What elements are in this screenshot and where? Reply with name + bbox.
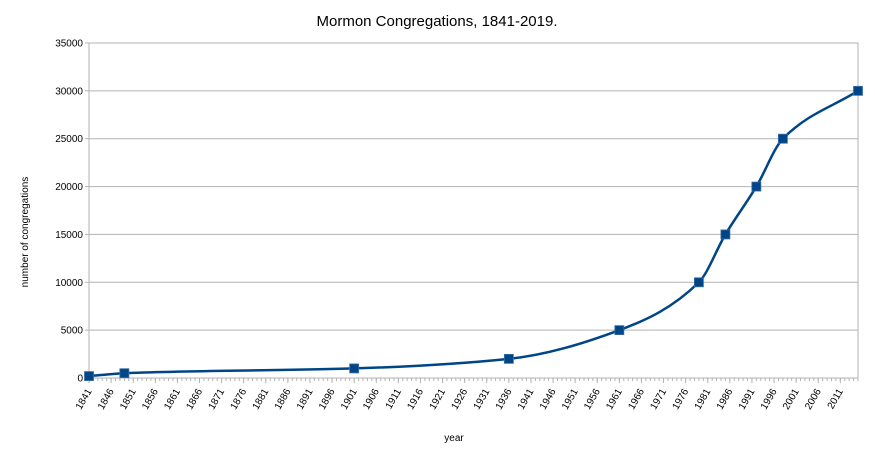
y-axis-title: number of congregations bbox=[20, 177, 31, 288]
data-point bbox=[119, 368, 130, 379]
x-tick-labels: 1841 1846 1851 1856 1861 1866 1871 1876 1881 1886… bbox=[74, 387, 846, 412]
gridlines bbox=[89, 42, 858, 331]
y-tick-labels: 0 5000 10000 15000 20000 25000 30000 35000 bbox=[55, 39, 83, 385]
x-tick-label: 1891 bbox=[295, 387, 316, 412]
x-tick-label: 2001 bbox=[781, 387, 802, 412]
series-layer bbox=[84, 85, 863, 381]
x-tick-label: 1856 bbox=[140, 387, 161, 412]
x-tick-label: 1991 bbox=[737, 387, 758, 412]
x-tick-label: 1931 bbox=[472, 387, 493, 412]
data-point bbox=[693, 277, 704, 288]
y-tick-label: 20000 bbox=[55, 182, 83, 193]
axes bbox=[85, 42, 859, 383]
x-tick-label: 1916 bbox=[405, 387, 426, 412]
x-tick-label: 1941 bbox=[516, 387, 537, 412]
y-tick-label: 15000 bbox=[55, 230, 83, 241]
data-point bbox=[777, 133, 788, 144]
y-tick-label: 35000 bbox=[55, 39, 83, 50]
y-tick-label: 30000 bbox=[55, 86, 83, 97]
x-tick-label: 1881 bbox=[251, 387, 272, 412]
x-tick-label: 1936 bbox=[494, 387, 515, 412]
x-tick-label: 1866 bbox=[184, 387, 205, 412]
x-tick-label: 1886 bbox=[273, 387, 294, 412]
y-tick-label: 25000 bbox=[55, 134, 83, 145]
chart-title: Mormon Congregations, 1841-2019. bbox=[317, 13, 558, 30]
x-tick-label: 1926 bbox=[450, 387, 471, 412]
x-tick-label: 1876 bbox=[229, 387, 250, 412]
x-tick-label: 1961 bbox=[604, 387, 625, 412]
x-tick-label: 1896 bbox=[317, 387, 338, 412]
x-tick-label: 1996 bbox=[759, 387, 780, 412]
x-tick-label: 1841 bbox=[74, 387, 95, 412]
data-point bbox=[503, 353, 514, 364]
y-tick-label: 5000 bbox=[61, 326, 84, 337]
data-point bbox=[614, 325, 625, 336]
data-point bbox=[751, 181, 762, 192]
x-tick-label: 1906 bbox=[361, 387, 382, 412]
x-tick-label: 1861 bbox=[162, 387, 183, 412]
data-point bbox=[720, 229, 731, 240]
x-tick-label: 1956 bbox=[582, 387, 603, 412]
x-tick-label: 1846 bbox=[96, 387, 117, 412]
x-tick-label: 1946 bbox=[538, 387, 559, 412]
data-point bbox=[84, 371, 94, 381]
x-tick-label: 1981 bbox=[693, 387, 714, 412]
data-point bbox=[853, 85, 863, 96]
data-point bbox=[349, 363, 360, 374]
x-tick-label: 1871 bbox=[207, 387, 228, 412]
plot-border bbox=[88, 42, 859, 379]
x-tick-label: 2011 bbox=[826, 387, 846, 412]
series-line bbox=[88, 89, 859, 378]
x-tick-label: 1951 bbox=[560, 387, 581, 412]
x-tick-label: 1986 bbox=[715, 387, 736, 412]
x-tick-label: 1971 bbox=[648, 387, 669, 412]
x-tick-label: 1901 bbox=[339, 387, 360, 412]
x-tick-label: 1966 bbox=[626, 387, 647, 412]
y-tick-label: 0 bbox=[77, 374, 83, 385]
x-tick-label: 1911 bbox=[384, 387, 404, 412]
x-axis-title: year bbox=[444, 433, 464, 444]
x-tick-label: 1851 bbox=[118, 387, 139, 412]
x-tick-label: 1921 bbox=[428, 387, 449, 412]
y-tick-label: 10000 bbox=[55, 278, 83, 289]
x-tick-label: 1976 bbox=[671, 387, 692, 412]
x-tick-label: 2006 bbox=[803, 387, 824, 412]
